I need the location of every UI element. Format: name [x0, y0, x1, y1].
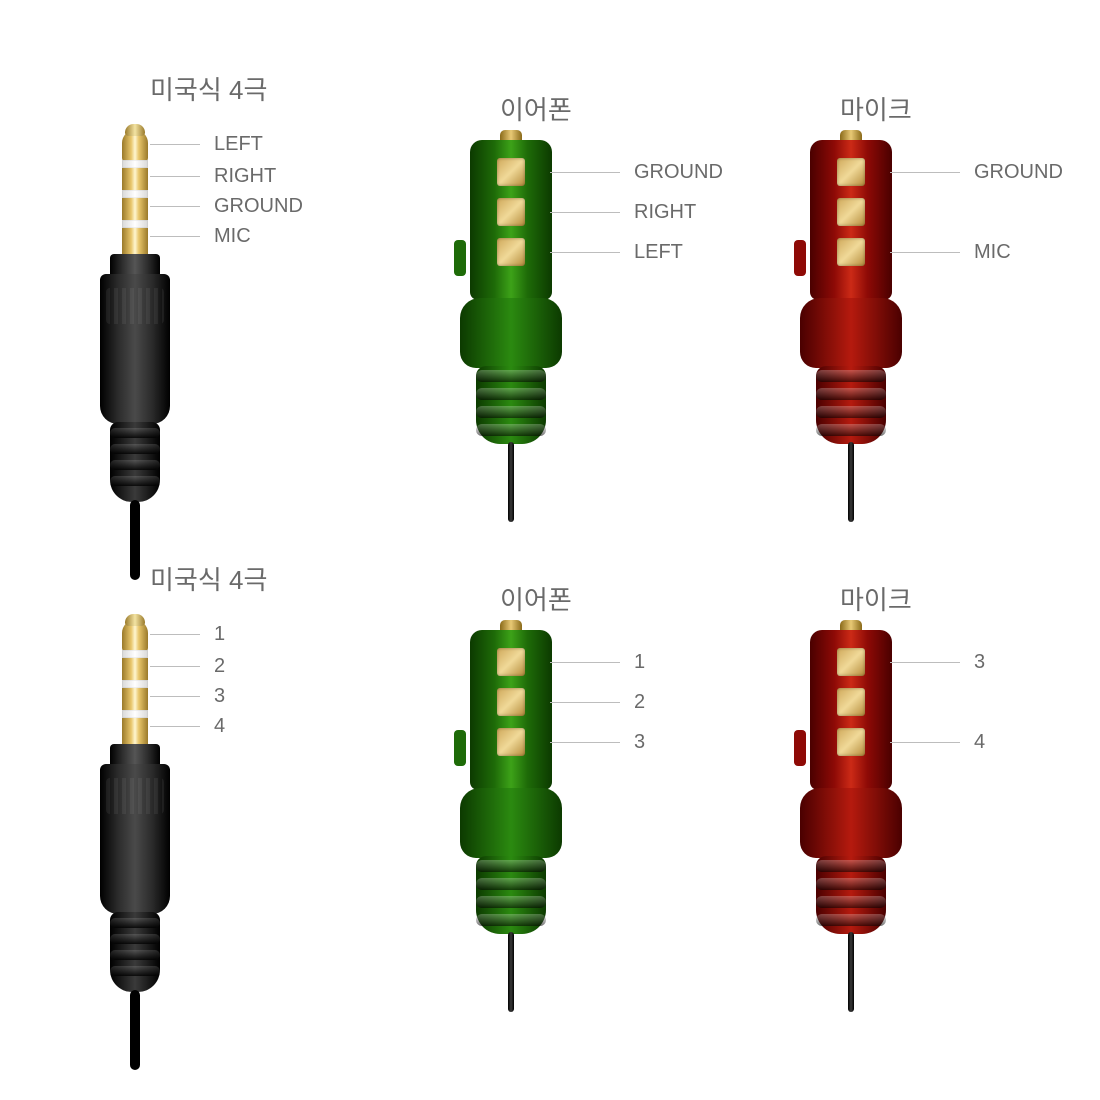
- callout-label: 1: [200, 623, 225, 646]
- callout-label: LEFT: [620, 241, 683, 264]
- red-jack-cell: 마이크 GROUND MIC: [760, 70, 1100, 540]
- callout: 3: [150, 686, 225, 706]
- callout: RIGHT: [150, 166, 276, 186]
- callout-label: 2: [200, 655, 225, 678]
- callout-label: MIC: [200, 225, 251, 248]
- callout-label: GROUND: [200, 195, 303, 218]
- callout-label: RIGHT: [200, 165, 276, 188]
- callout-label: 3: [200, 685, 225, 708]
- callout-label: MIC: [960, 241, 1011, 264]
- callout: 3: [550, 732, 645, 752]
- plug-title: 미국식 4극: [150, 70, 267, 107]
- callout: RIGHT: [550, 202, 696, 222]
- callout-label: 3: [960, 651, 985, 674]
- callout-label: 4: [200, 715, 225, 738]
- callout: MIC: [890, 242, 1011, 262]
- callout-label: 4: [960, 731, 985, 754]
- callout: 2: [550, 692, 645, 712]
- callout: LEFT: [150, 134, 263, 154]
- callout-label: 3: [620, 731, 645, 754]
- callout: 3: [890, 652, 985, 672]
- callout-label: LEFT: [200, 133, 263, 156]
- red-jack-cell: 마이크 3 4: [760, 560, 1100, 1030]
- callout-label: GROUND: [620, 161, 723, 184]
- callout-label: 1: [620, 651, 645, 674]
- callout: 1: [150, 624, 225, 644]
- plug-cell: 미국식 4극 LEFT RIGHT GROUND MIC: [60, 70, 410, 540]
- callout: 1: [550, 652, 645, 672]
- callout-label: 2: [620, 691, 645, 714]
- callout: GROUND: [150, 196, 303, 216]
- green-jack-cell: 이어폰 GROUND RIGHT LEFT: [420, 70, 770, 540]
- jack-title: 마이크: [840, 90, 912, 127]
- jack-title: 이어폰: [500, 90, 572, 127]
- callout-label: RIGHT: [620, 201, 696, 224]
- callout-label: GROUND: [960, 161, 1063, 184]
- callout: 4: [890, 732, 985, 752]
- plug-cell: 미국식 4극 1 2 3 4: [60, 560, 410, 1030]
- jack-title: 이어폰: [500, 580, 572, 617]
- callout: LEFT: [550, 242, 683, 262]
- callout: GROUND: [890, 162, 1063, 182]
- jack-title: 마이크: [840, 580, 912, 617]
- callout: 2: [150, 656, 225, 676]
- callout: MIC: [150, 226, 251, 246]
- plug-title: 미국식 4극: [150, 560, 267, 597]
- callout: GROUND: [550, 162, 723, 182]
- callout: 4: [150, 716, 225, 736]
- green-jack-cell: 이어폰 1 2 3: [420, 560, 770, 1030]
